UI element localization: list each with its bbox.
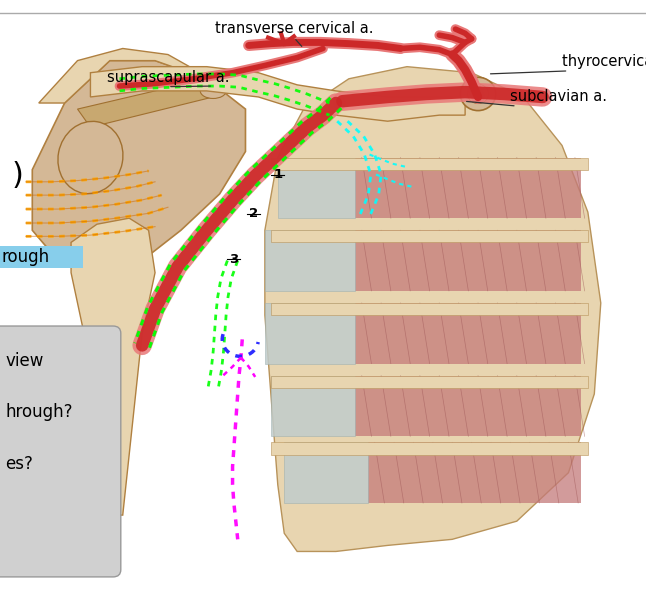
Polygon shape <box>271 376 355 436</box>
Ellipse shape <box>468 84 488 104</box>
Polygon shape <box>355 303 581 364</box>
Text: 2: 2 <box>249 207 258 221</box>
Text: transverse cervical a.: transverse cervical a. <box>214 21 373 36</box>
Text: view: view <box>5 351 43 370</box>
Polygon shape <box>78 79 213 127</box>
Polygon shape <box>32 61 245 273</box>
Text: rough: rough <box>1 248 49 266</box>
Text: thyrocervical trunk: thyrocervical trunk <box>562 55 646 69</box>
Ellipse shape <box>461 78 496 111</box>
Polygon shape <box>271 158 588 170</box>
Text: subclavian a.: subclavian a. <box>510 90 607 104</box>
Polygon shape <box>265 67 601 551</box>
Polygon shape <box>265 230 355 291</box>
Ellipse shape <box>58 121 123 194</box>
Polygon shape <box>90 67 465 121</box>
Polygon shape <box>368 442 581 503</box>
FancyBboxPatch shape <box>0 246 83 268</box>
FancyBboxPatch shape <box>0 326 121 577</box>
Ellipse shape <box>200 83 226 98</box>
Text: 1: 1 <box>273 168 282 181</box>
Polygon shape <box>355 158 581 218</box>
Polygon shape <box>271 442 588 454</box>
Polygon shape <box>355 376 581 436</box>
Polygon shape <box>265 303 355 364</box>
Polygon shape <box>278 158 355 218</box>
Polygon shape <box>271 230 588 242</box>
Text: es?: es? <box>5 454 33 473</box>
Polygon shape <box>284 442 368 503</box>
Text: suprascapular a.: suprascapular a. <box>107 70 229 85</box>
Text: ): ) <box>12 161 23 190</box>
Polygon shape <box>71 218 155 515</box>
Text: 3: 3 <box>229 253 238 266</box>
Polygon shape <box>271 303 588 315</box>
Polygon shape <box>271 376 588 388</box>
Polygon shape <box>39 48 207 103</box>
Polygon shape <box>355 230 581 291</box>
Text: hrough?: hrough? <box>5 403 72 421</box>
